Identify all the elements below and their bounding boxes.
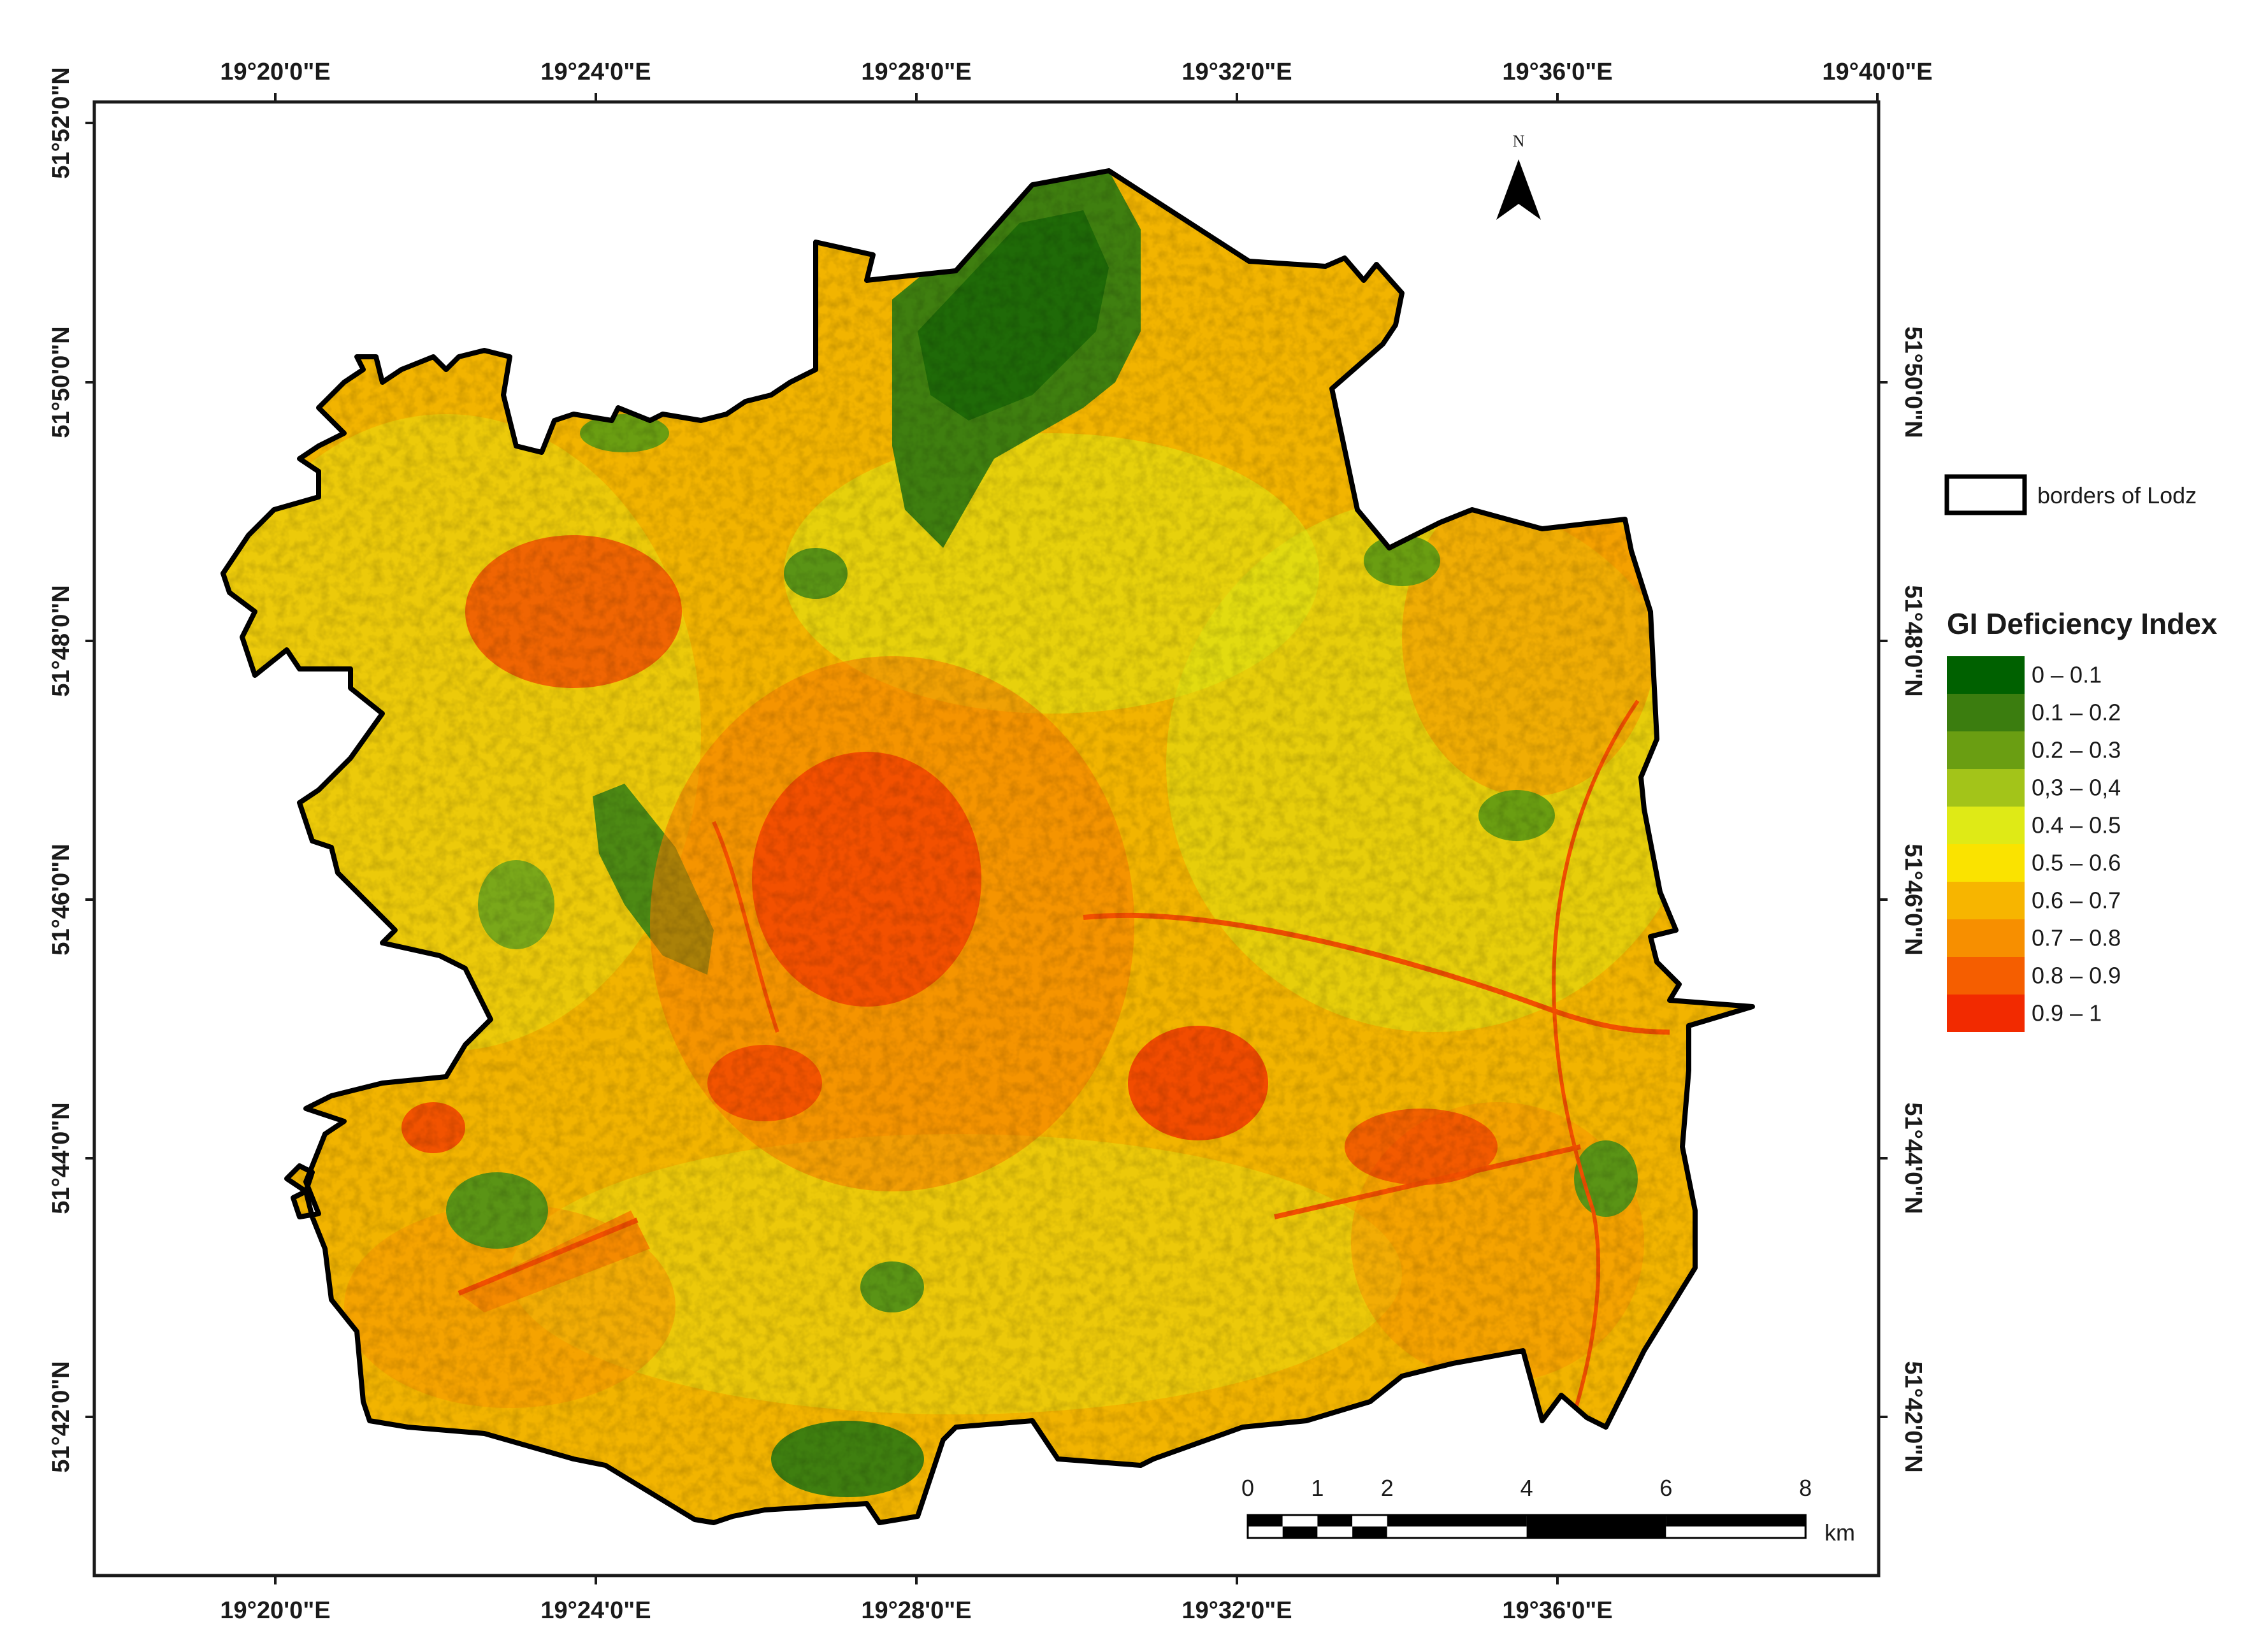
scale-seg-bottom bbox=[1666, 1526, 1806, 1538]
lat-label-right: 51°50'0"N bbox=[1900, 326, 1926, 438]
lon-label-top: 19°28'0"E bbox=[861, 59, 971, 85]
legend-class-label: 0.5 – 0.6 bbox=[2032, 850, 2121, 876]
scale-bar-unit: km bbox=[1824, 1519, 1855, 1546]
north-arrow: N bbox=[1496, 132, 1541, 220]
scale-seg-bottom bbox=[1317, 1526, 1353, 1538]
legend-class-label: 0.9 – 1 bbox=[2032, 1000, 2102, 1026]
lon-label-bottom: 19°24'0"E bbox=[540, 1597, 651, 1624]
scale-bar-tick-label: 0 bbox=[1241, 1475, 1254, 1501]
legend-class-label: 0.4 – 0.5 bbox=[2032, 812, 2121, 838]
lat-label-left: 51°50'0"N bbox=[48, 326, 75, 438]
scale-seg-bottom bbox=[1387, 1526, 1527, 1538]
lon-label-bottom: 19°28'0"E bbox=[861, 1597, 971, 1624]
north-arrow-icon bbox=[1496, 159, 1541, 220]
lon-label-top: 19°32'0"E bbox=[1181, 59, 1292, 85]
lat-label-right: 51°42'0"N bbox=[1900, 1361, 1926, 1472]
legend-class-swatch bbox=[1947, 731, 2025, 769]
legend-class-swatch bbox=[1947, 769, 2025, 807]
lat-label-left: 51°44'0"N bbox=[48, 1102, 75, 1214]
scale-bar: 0 1 2 4 6 8 km bbox=[1241, 1475, 1855, 1546]
legend-class-swatch bbox=[1947, 882, 2025, 919]
scale-seg-top bbox=[1666, 1515, 1806, 1526]
legend-class-label: 0 – 0.1 bbox=[2032, 662, 2102, 688]
lon-label-bottom: 19°20'0"E bbox=[220, 1597, 330, 1624]
scale-bar-tick-label: 6 bbox=[1659, 1475, 1672, 1501]
lon-label-bottom: 19°36'0"E bbox=[1502, 1597, 1612, 1624]
lon-label-top: 19°40'0"E bbox=[1822, 59, 1932, 85]
scale-bar-segments bbox=[1246, 1514, 1807, 1539]
lon-label-top: 19°36'0"E bbox=[1502, 59, 1612, 85]
legend-class-swatch bbox=[1947, 807, 2025, 844]
legend-class-swatch bbox=[1947, 919, 2025, 957]
lat-label-right: 51°46'0"N bbox=[1900, 844, 1926, 955]
lat-label-right: 51°44'0"N bbox=[1900, 1102, 1926, 1214]
north-arrow-label: N bbox=[1513, 132, 1525, 150]
legend-class-label: 0.6 – 0.7 bbox=[2032, 887, 2121, 914]
legend-title: GI Deficiency Index bbox=[1947, 607, 2218, 640]
legend-class-swatch bbox=[1947, 957, 2025, 995]
scale-seg-bottom bbox=[1352, 1526, 1387, 1538]
scale-bar-tick-label: 2 bbox=[1381, 1475, 1394, 1501]
lat-label-left: 51°52'0"N bbox=[48, 67, 75, 178]
lat-label-left: 51°46'0"N bbox=[48, 844, 75, 955]
scale-seg-bottom bbox=[1526, 1526, 1666, 1538]
legend-classes: 0 – 0.1 0.1 – 0.2 0.2 – 0.3 0,3 – 0,4 0.4 – … bbox=[1947, 656, 2121, 1032]
lon-label-top: 19°20'0"E bbox=[220, 59, 330, 85]
scale-seg-top bbox=[1387, 1515, 1527, 1526]
scale-seg-top bbox=[1248, 1515, 1283, 1526]
legend: borders of Lodz GI Deficiency Index 0 – … bbox=[1944, 474, 2218, 1032]
scale-seg-bottom bbox=[1248, 1526, 1283, 1538]
scale-seg-top bbox=[1352, 1515, 1387, 1526]
legend-class-swatch bbox=[1947, 694, 2025, 731]
lat-label-left: 51°48'0"N bbox=[48, 585, 75, 696]
scale-seg-top bbox=[1317, 1515, 1353, 1526]
legend-class-swatch bbox=[1947, 844, 2025, 882]
legend-border-label: borders of Lodz bbox=[2037, 482, 2197, 508]
scale-bar-ticks: 0 1 2 4 6 8 bbox=[1241, 1475, 1812, 1501]
lon-label-bottom: 19°32'0"E bbox=[1181, 1597, 1292, 1624]
gi-deficiency-raster bbox=[223, 171, 1752, 1523]
scale-bar-tick-label: 4 bbox=[1521, 1475, 1533, 1501]
scale-seg-bottom bbox=[1282, 1526, 1318, 1538]
legend-class-label: 0.1 – 0.2 bbox=[2032, 700, 2121, 726]
legend-class-label: 0.8 – 0.9 bbox=[2032, 963, 2121, 989]
scale-bar-frame bbox=[1246, 1514, 1807, 1539]
scale-seg-top bbox=[1526, 1515, 1666, 1526]
lat-label-left: 51°42'0"N bbox=[48, 1361, 75, 1472]
legend-class-label: 0,3 – 0,4 bbox=[2032, 775, 2121, 801]
scale-seg-top bbox=[1282, 1515, 1318, 1526]
legend-class-label: 0.2 – 0.3 bbox=[2032, 737, 2121, 763]
legend-class-swatch bbox=[1947, 656, 2025, 694]
lat-label-right: 51°48'0"N bbox=[1900, 585, 1926, 696]
scale-bar-tick-label: 1 bbox=[1311, 1475, 1324, 1501]
legend-border-swatch bbox=[1944, 474, 2027, 515]
scale-bar-tick-label: 8 bbox=[1799, 1475, 1812, 1501]
legend-class-swatch bbox=[1947, 995, 2025, 1032]
legend-class-label: 0.7 – 0.8 bbox=[2032, 925, 2121, 951]
graticule: 19°20'0"E 19°24'0"E 19°28'0"E 19°32'0"E 19°3… bbox=[48, 59, 1933, 1624]
lon-label-top: 19°24'0"E bbox=[540, 59, 651, 85]
